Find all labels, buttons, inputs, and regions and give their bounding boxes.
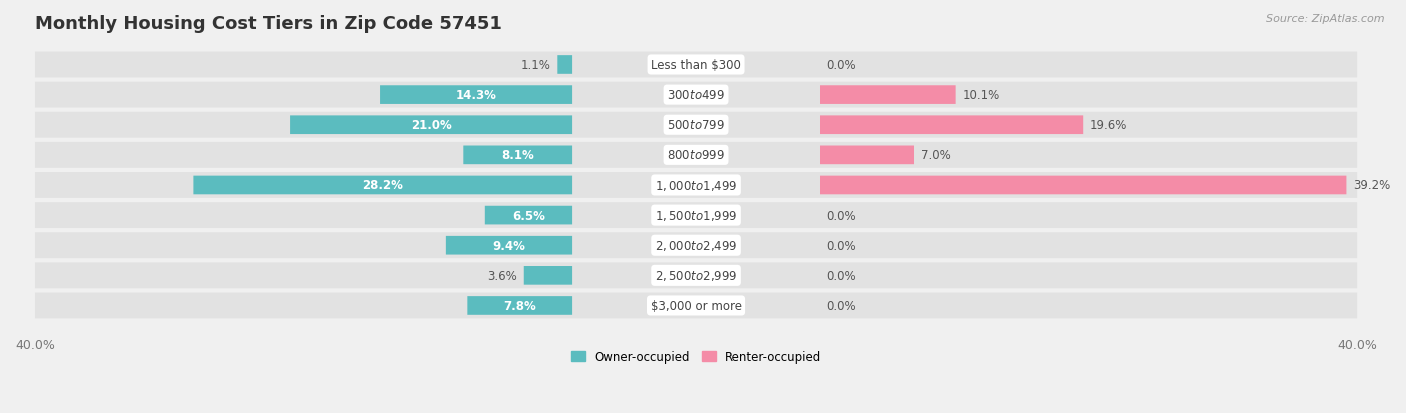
Text: Monthly Housing Cost Tiers in Zip Code 57451: Monthly Housing Cost Tiers in Zip Code 5… (35, 15, 502, 33)
Text: 39.2%: 39.2% (1353, 179, 1391, 192)
FancyBboxPatch shape (485, 206, 572, 225)
FancyBboxPatch shape (820, 146, 914, 165)
Text: $500 to $799: $500 to $799 (666, 119, 725, 132)
Text: 7.8%: 7.8% (503, 299, 536, 312)
Text: $1,000 to $1,499: $1,000 to $1,499 (655, 178, 737, 192)
FancyBboxPatch shape (35, 52, 1357, 78)
Text: $800 to $999: $800 to $999 (666, 149, 725, 162)
Text: 6.5%: 6.5% (512, 209, 546, 222)
FancyBboxPatch shape (524, 266, 572, 285)
FancyBboxPatch shape (820, 86, 956, 104)
Text: 0.0%: 0.0% (827, 209, 856, 222)
Text: $2,000 to $2,499: $2,000 to $2,499 (655, 239, 737, 253)
Legend: Owner-occupied, Renter-occupied: Owner-occupied, Renter-occupied (567, 346, 827, 368)
Text: 14.3%: 14.3% (456, 89, 496, 102)
Text: 7.0%: 7.0% (921, 149, 950, 162)
Text: $300 to $499: $300 to $499 (666, 89, 725, 102)
Text: $1,500 to $1,999: $1,500 to $1,999 (655, 209, 737, 223)
FancyBboxPatch shape (35, 173, 1357, 198)
Text: 0.0%: 0.0% (827, 239, 856, 252)
Text: 0.0%: 0.0% (827, 299, 856, 312)
FancyBboxPatch shape (820, 116, 1083, 135)
FancyBboxPatch shape (35, 112, 1357, 138)
Text: 21.0%: 21.0% (411, 119, 451, 132)
FancyBboxPatch shape (446, 236, 572, 255)
Text: $2,500 to $2,999: $2,500 to $2,999 (655, 269, 737, 282)
FancyBboxPatch shape (35, 203, 1357, 228)
Text: 10.1%: 10.1% (962, 89, 1000, 102)
FancyBboxPatch shape (194, 176, 572, 195)
Text: 3.6%: 3.6% (488, 269, 517, 282)
FancyBboxPatch shape (35, 293, 1357, 319)
FancyBboxPatch shape (820, 176, 1347, 195)
Text: 28.2%: 28.2% (363, 179, 404, 192)
Text: 8.1%: 8.1% (502, 149, 534, 162)
Text: 9.4%: 9.4% (492, 239, 526, 252)
FancyBboxPatch shape (467, 297, 572, 315)
Text: Source: ZipAtlas.com: Source: ZipAtlas.com (1267, 14, 1385, 24)
FancyBboxPatch shape (464, 146, 572, 165)
FancyBboxPatch shape (35, 263, 1357, 289)
Text: 19.6%: 19.6% (1090, 119, 1128, 132)
FancyBboxPatch shape (290, 116, 572, 135)
FancyBboxPatch shape (35, 83, 1357, 108)
FancyBboxPatch shape (557, 56, 572, 75)
FancyBboxPatch shape (35, 233, 1357, 259)
Text: $3,000 or more: $3,000 or more (651, 299, 741, 312)
FancyBboxPatch shape (380, 86, 572, 104)
Text: Less than $300: Less than $300 (651, 59, 741, 72)
Text: 0.0%: 0.0% (827, 59, 856, 72)
FancyBboxPatch shape (35, 142, 1357, 169)
Text: 0.0%: 0.0% (827, 269, 856, 282)
Text: 1.1%: 1.1% (520, 59, 551, 72)
